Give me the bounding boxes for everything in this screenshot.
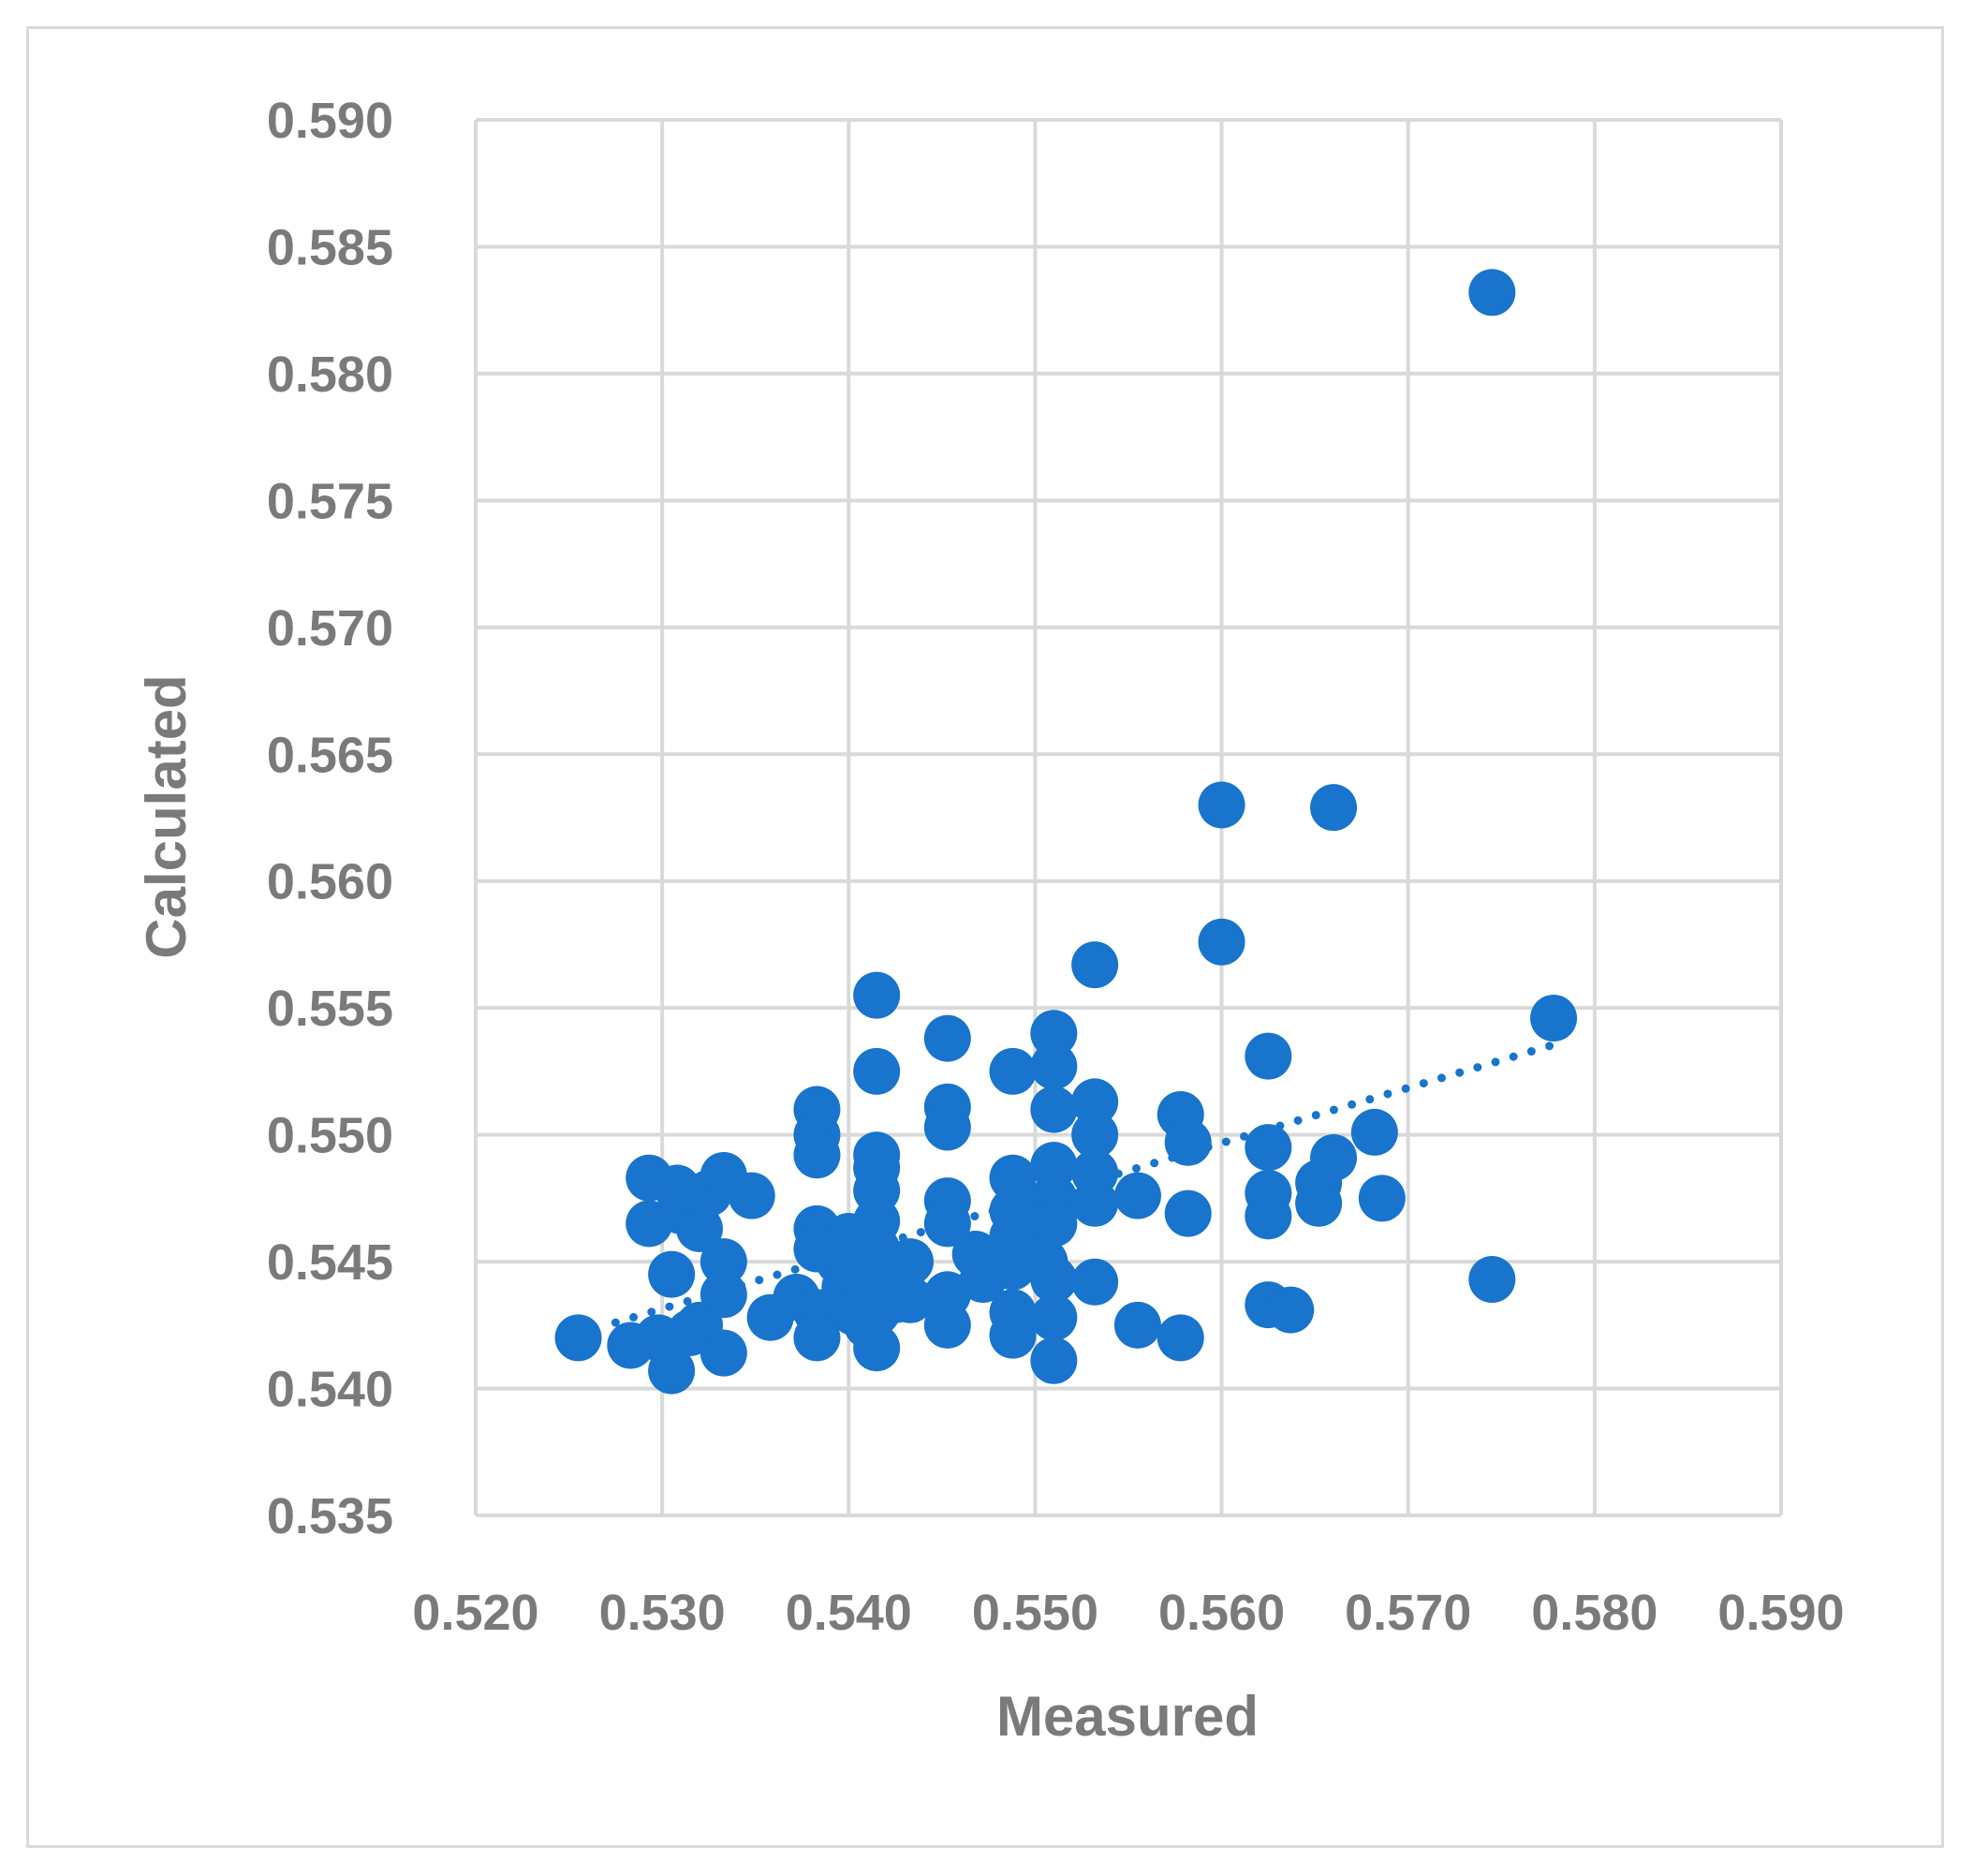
- y-tick-label: 0.585: [267, 219, 393, 275]
- gridlines: [474, 118, 1783, 1517]
- data-point: [989, 1047, 1037, 1095]
- x-tick-label: 0.570: [1345, 1585, 1471, 1641]
- data-point: [1267, 1286, 1315, 1334]
- data-point: [700, 1238, 747, 1286]
- data-point: [1030, 1086, 1078, 1133]
- data-point: [700, 1329, 747, 1377]
- data-point: [648, 1347, 696, 1395]
- data-point: [1156, 1314, 1204, 1362]
- data-point: [1530, 995, 1578, 1042]
- data-point: [989, 1154, 1037, 1202]
- data-point: [853, 1324, 901, 1372]
- data-point: [1295, 1179, 1343, 1227]
- y-tick-label: 0.580: [267, 347, 393, 403]
- data-point: [1310, 1134, 1358, 1182]
- data-point: [1350, 1108, 1398, 1156]
- x-tick-label: 0.530: [599, 1585, 726, 1641]
- data-point: [853, 1047, 901, 1095]
- data-points: [554, 269, 1578, 1395]
- data-point: [1468, 1256, 1516, 1304]
- data-point: [1358, 1174, 1406, 1222]
- data-point: [1030, 1200, 1078, 1248]
- data-point: [700, 1271, 747, 1319]
- trendline: [611, 1036, 1571, 1327]
- chart-frame: [26, 26, 1944, 1848]
- data-point: [989, 1311, 1037, 1359]
- data-point: [923, 1301, 971, 1349]
- data-point: [887, 1238, 935, 1286]
- data-point: [1245, 1192, 1292, 1240]
- data-point: [1164, 1118, 1212, 1166]
- data-point: [1030, 1042, 1078, 1090]
- x-axis-title: Measured: [996, 1685, 1259, 1748]
- data-point: [728, 1172, 775, 1219]
- y-tick-label: 0.565: [267, 727, 393, 783]
- data-point: [1071, 1179, 1119, 1227]
- y-tick-label: 0.555: [267, 981, 393, 1037]
- data-point: [1198, 781, 1245, 829]
- data-point: [1030, 1256, 1078, 1304]
- data-point: [1164, 1189, 1212, 1237]
- data-point: [1030, 1010, 1078, 1057]
- data-point: [923, 1103, 971, 1151]
- data-point: [1030, 1337, 1078, 1384]
- y-tick-label: 0.535: [267, 1488, 393, 1544]
- x-tick-label: 0.550: [972, 1585, 1098, 1641]
- data-point: [1468, 269, 1516, 317]
- data-point: [793, 1131, 841, 1179]
- x-tick-label: 0.540: [786, 1585, 912, 1641]
- data-point: [648, 1250, 696, 1298]
- y-axis-title: Calculated: [135, 674, 198, 958]
- data-point: [1071, 1258, 1119, 1306]
- data-point: [923, 1014, 971, 1062]
- y-tick-label: 0.550: [267, 1108, 393, 1164]
- y-tick-label: 0.540: [267, 1362, 393, 1418]
- data-point: [1198, 918, 1245, 966]
- data-point: [1030, 1293, 1078, 1341]
- y-tick-label: 0.570: [267, 600, 393, 657]
- data-point: [1030, 1142, 1078, 1189]
- y-tick-label: 0.560: [267, 854, 393, 910]
- data-point: [675, 1204, 723, 1252]
- data-point: [1113, 1172, 1161, 1219]
- x-tick-label: 0.560: [1158, 1585, 1285, 1641]
- x-tick-label: 0.580: [1531, 1585, 1657, 1641]
- data-point: [887, 1276, 935, 1323]
- data-point: [1113, 1301, 1161, 1349]
- data-point: [793, 1314, 841, 1362]
- data-point: [1071, 1078, 1119, 1126]
- y-tick-labels: 0.535 0.540 0.545 0.550 0.555 0.560 0.565 0.570…: [267, 93, 393, 1544]
- data-point: [853, 971, 901, 1019]
- data-point: [554, 1314, 602, 1362]
- x-tick-labels: 0.520 0.530 0.540 0.550 0.560 0.570 0.580 0.590: [412, 1585, 1844, 1641]
- data-point: [1245, 1124, 1292, 1172]
- data-point: [1245, 1032, 1292, 1080]
- data-point: [1310, 784, 1358, 832]
- x-tick-label: 0.520: [412, 1585, 538, 1641]
- data-point: [1071, 1111, 1119, 1159]
- y-tick-label: 0.590: [267, 93, 393, 149]
- y-tick-label: 0.575: [267, 473, 393, 529]
- data-point: [1071, 941, 1119, 989]
- x-tick-label: 0.590: [1717, 1585, 1844, 1641]
- data-point: [923, 1200, 971, 1248]
- y-tick-label: 0.545: [267, 1234, 393, 1291]
- trendline-group: [611, 1036, 1571, 1327]
